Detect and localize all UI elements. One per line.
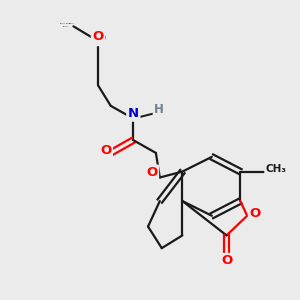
Text: O: O — [249, 207, 261, 220]
Text: N: N — [128, 107, 139, 120]
Text: methoxy: methoxy — [62, 26, 69, 27]
Text: O: O — [94, 32, 106, 45]
Text: H: H — [154, 103, 164, 116]
Text: O: O — [146, 166, 158, 179]
Text: methoxy: methoxy — [60, 23, 66, 24]
Text: CH₃: CH₃ — [265, 164, 286, 174]
Text: methoxy: methoxy — [66, 23, 72, 24]
Text: O: O — [100, 145, 112, 158]
Text: O: O — [221, 254, 232, 267]
Text: O: O — [92, 30, 104, 43]
Text: methoxy: methoxy — [68, 23, 75, 24]
